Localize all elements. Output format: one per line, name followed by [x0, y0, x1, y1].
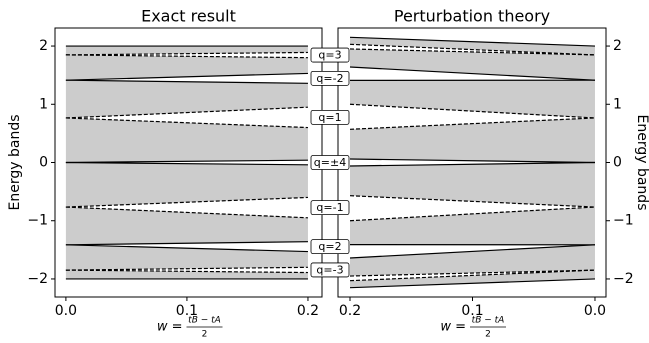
band-edge: [349, 161, 595, 167]
band-edge: [65, 54, 308, 59]
gap-label-box: [310, 200, 350, 216]
x-tick-label: 0.0: [55, 303, 77, 319]
band-fill: [65, 244, 308, 271]
panel-title: Perturbation theory: [394, 7, 550, 26]
band-fill: [65, 117, 308, 163]
x-axis-label-denominator: 2: [202, 330, 208, 340]
x-axis-label: w =: [440, 320, 466, 335]
band-fill: [350, 48, 595, 81]
y-tick-label: 0: [39, 155, 48, 171]
band-edge: [349, 158, 595, 164]
band-edge: [65, 161, 308, 166]
band-fill: [350, 244, 595, 277]
band-fill: [350, 37, 595, 55]
gap-label: q=-3: [316, 263, 343, 276]
x-tick-label: 0.1: [176, 303, 198, 319]
y-tick-label: −1: [27, 213, 48, 229]
band-edge: [65, 79, 308, 84]
band-edge: [349, 66, 596, 81]
y-tick-label: 2: [39, 38, 48, 54]
gap-label-box: [310, 47, 350, 63]
x-tick-label: 0.1: [461, 303, 483, 319]
band-edge: [349, 48, 595, 56]
band-edge: [349, 195, 596, 208]
gap-label-box: [310, 239, 350, 255]
gap-label-box: [310, 262, 350, 278]
band-edge: [65, 241, 308, 246]
gap-label-box: [310, 109, 350, 125]
band-edge: [65, 269, 308, 274]
x-axis-label-denominator: 2: [485, 330, 491, 340]
band-edge: [349, 43, 596, 56]
band-edge: [349, 206, 596, 222]
gap-label: q=-1: [316, 201, 343, 214]
y-tick-label: −2: [27, 271, 48, 287]
band-edge: [349, 244, 596, 259]
band-edge: [65, 206, 308, 219]
band-fill: [350, 162, 595, 208]
band-edge: [349, 269, 596, 282]
gap-label: q=3: [318, 49, 341, 62]
band-edge: [349, 117, 596, 130]
band-edge: [65, 117, 308, 129]
band-fill: [350, 270, 595, 288]
y-axis-label: Energy bands: [7, 115, 23, 211]
gap-label-box: [310, 155, 350, 170]
gap-label: q=1: [318, 111, 341, 124]
gap-label: q=±4: [314, 156, 346, 169]
x-axis-label-numerator: tB − tA: [188, 316, 221, 326]
band-edge: [349, 36, 595, 47]
gap-label-box: [310, 70, 350, 86]
band-fill: [65, 207, 308, 245]
band-edge: [65, 196, 308, 208]
panel-title: Exact result: [141, 7, 236, 26]
gap-label: q=-2: [316, 72, 343, 85]
y-tick-label: −1: [613, 213, 634, 229]
band-edge: [65, 244, 308, 253]
band-fill: [350, 80, 595, 118]
y-axis-label: Energy bands: [634, 115, 649, 211]
band-fill: [350, 117, 595, 163]
x-tick-label: 0.2: [339, 303, 361, 319]
gap-label: q=2: [318, 240, 341, 253]
y-tick-label: 2: [613, 38, 622, 54]
band-edge: [65, 106, 308, 119]
band-fill: [65, 80, 308, 118]
band-edge: [349, 278, 595, 289]
band-fill: [65, 162, 308, 208]
y-tick-label: 1: [39, 96, 48, 112]
y-tick-label: 0: [613, 155, 622, 171]
band-edge: [349, 103, 596, 119]
y-tick-label: 1: [613, 96, 622, 112]
band-edge: [65, 51, 308, 56]
x-axis-label-numerator: tB − tA: [472, 316, 505, 326]
y-tick-label: −2: [613, 271, 634, 287]
x-tick-label: 0.2: [297, 303, 319, 319]
band-edge: [65, 72, 308, 81]
x-axis-label: w =: [157, 320, 183, 335]
band-fill: [65, 54, 308, 81]
band-edge: [65, 159, 308, 164]
x-tick-label: 0.0: [584, 303, 606, 319]
band-fill: [350, 207, 595, 245]
band-edge: [349, 269, 595, 277]
band-edge: [65, 266, 308, 271]
